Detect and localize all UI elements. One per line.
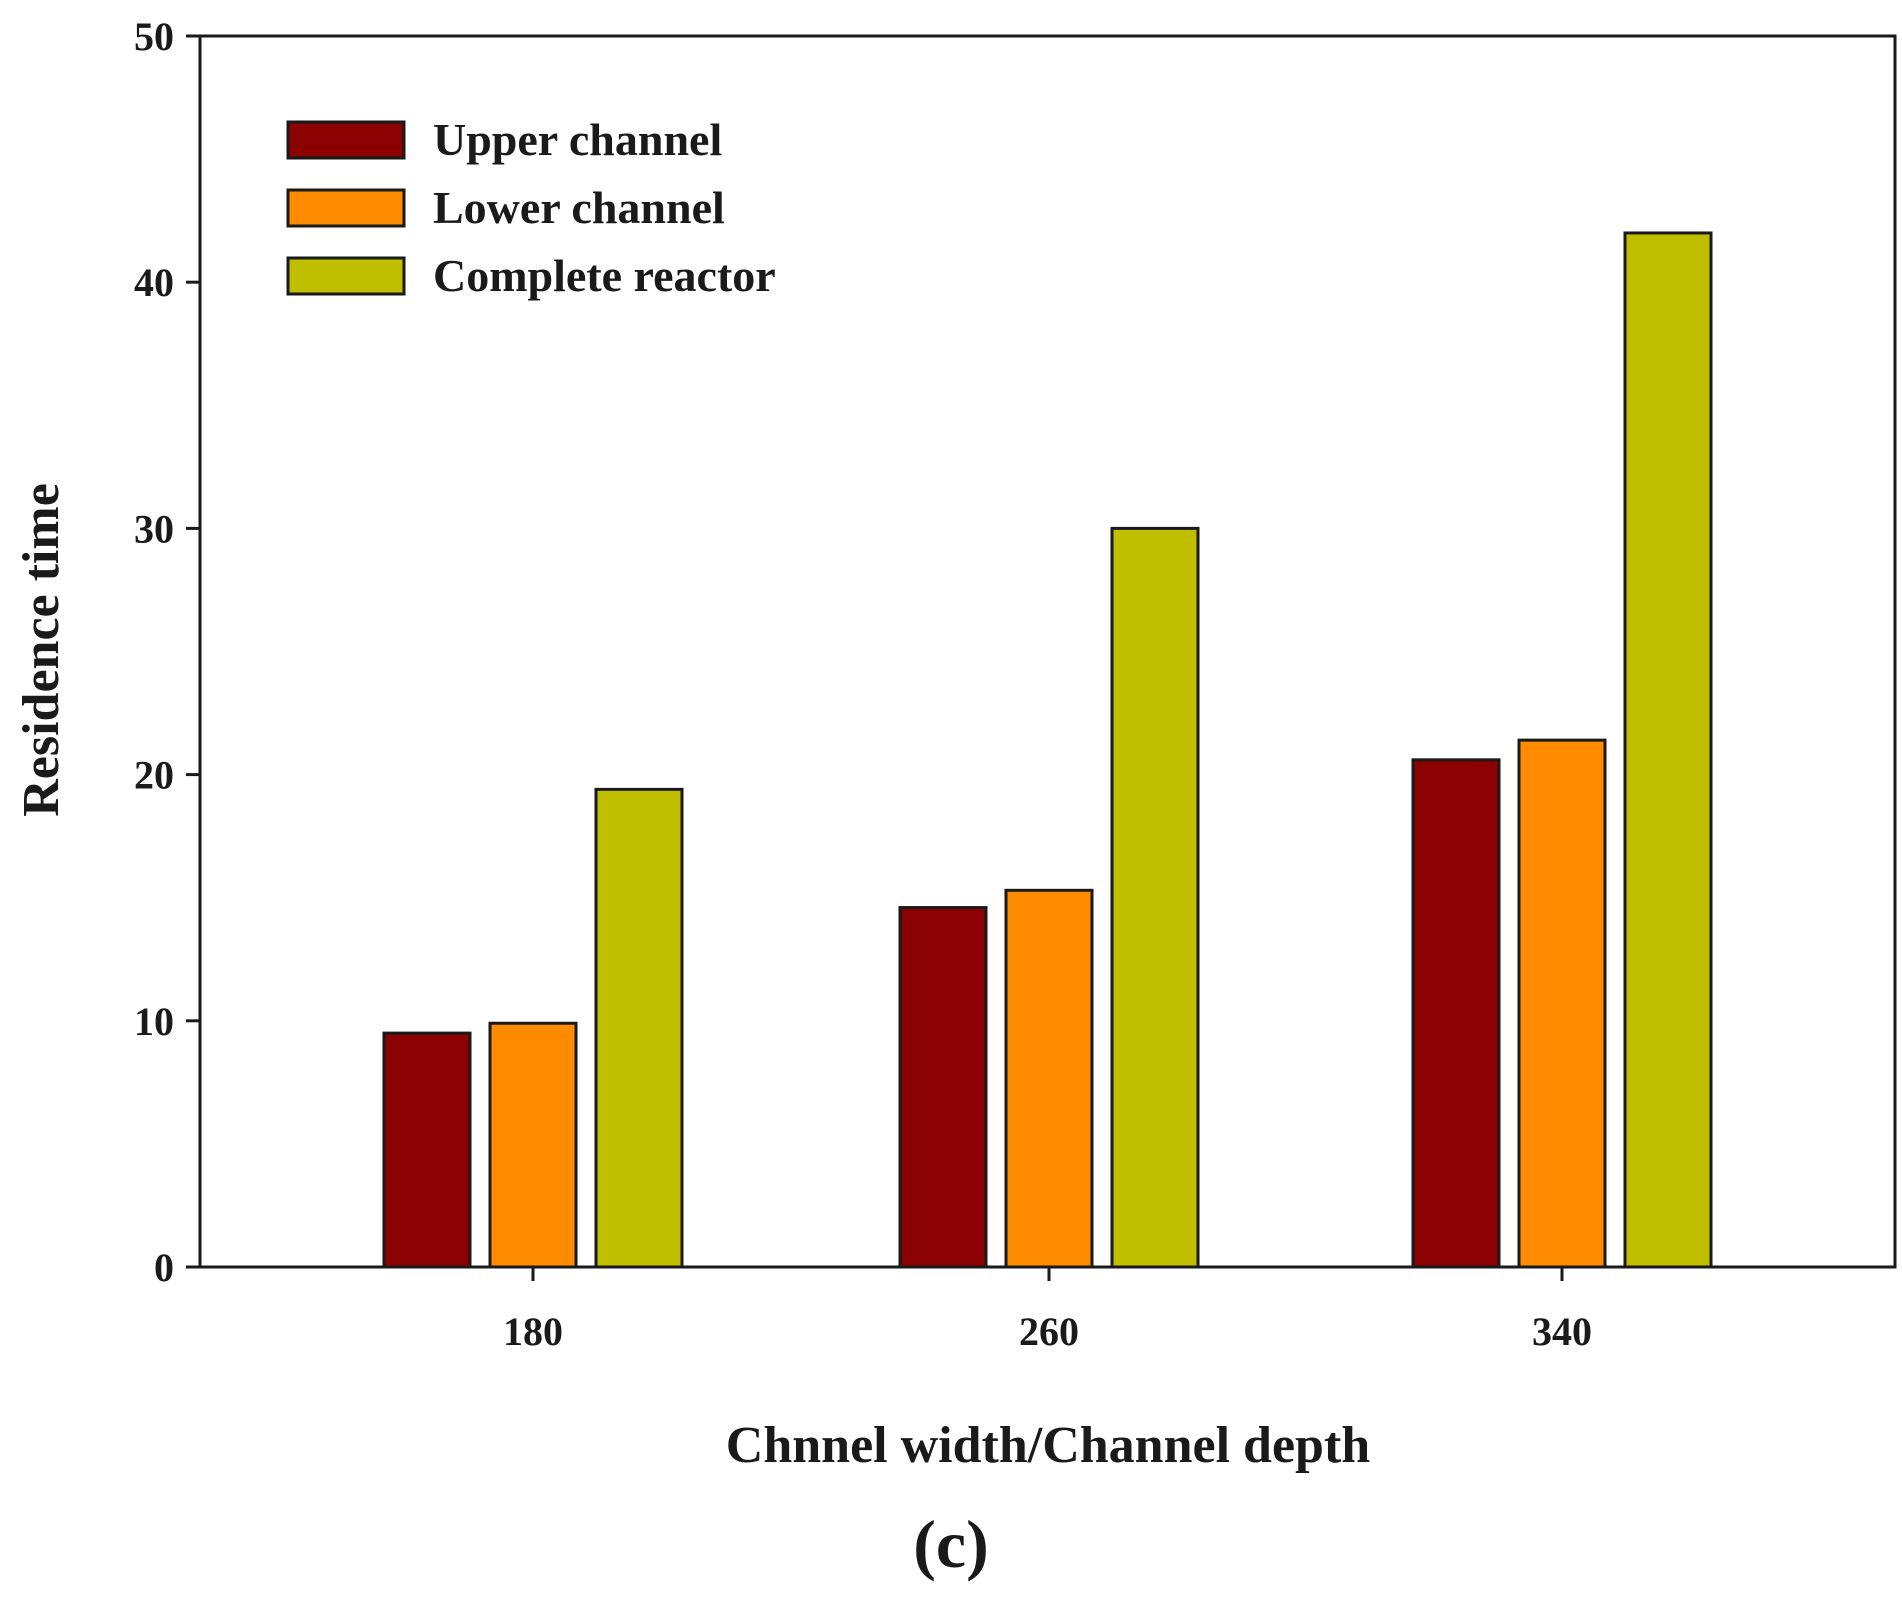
bar-lower-channel-180	[488, 1021, 578, 1269]
legend-label: Lower channel	[433, 182, 725, 233]
y-tick-label: 40	[134, 260, 174, 305]
y-tick-label: 10	[134, 999, 174, 1044]
bar-upper-channel-260	[898, 906, 988, 1269]
bars	[382, 231, 1713, 1269]
panel-label: (c)	[913, 1506, 989, 1582]
y-axis-title: Residence time	[13, 483, 70, 817]
legend-swatch	[286, 188, 406, 228]
bar-complete-reactor-180	[594, 787, 684, 1269]
legend-swatch	[286, 120, 406, 160]
bar-upper-channel-180	[382, 1031, 472, 1269]
legend: Upper channel Lower channel Complete react…	[286, 114, 776, 301]
bar-lower-channel-260	[1004, 888, 1094, 1269]
x-axis: 180 260 340	[503, 1267, 1592, 1354]
x-tick-label: 340	[1532, 1309, 1592, 1354]
y-tick-label: 50	[134, 14, 174, 59]
legend-swatch	[286, 256, 406, 296]
y-tick-label: 0	[154, 1245, 174, 1290]
bar-upper-channel-340	[1411, 758, 1501, 1269]
x-tick-label: 260	[1019, 1309, 1079, 1354]
y-tick-label: 20	[134, 753, 174, 798]
x-tick-label: 180	[503, 1309, 563, 1354]
bar-complete-reactor-260	[1110, 526, 1200, 1269]
legend-label: Upper channel	[433, 114, 722, 165]
bar-complete-reactor-340	[1623, 231, 1713, 1269]
bar-lower-channel-340	[1517, 738, 1607, 1269]
y-axis: 0 10 20 30 40 50	[134, 14, 200, 1290]
y-tick-label: 30	[134, 506, 174, 551]
x-axis-title: Chnnel width/Channel depth	[726, 1417, 1371, 1474]
legend-label: Complete reactor	[433, 250, 776, 301]
